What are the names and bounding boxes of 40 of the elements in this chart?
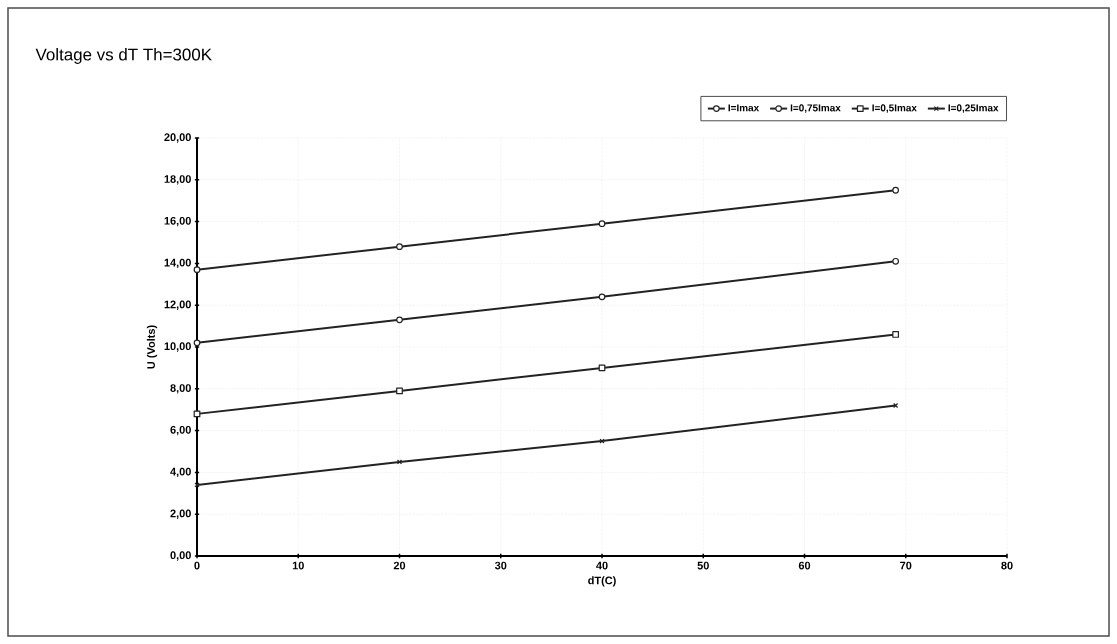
y-tick-label: 20,00 xyxy=(164,133,191,143)
point xyxy=(892,331,900,338)
point xyxy=(892,257,900,265)
y-tick-label: 10,00 xyxy=(164,342,191,352)
point xyxy=(396,459,403,465)
y-tick-label: 12,00 xyxy=(164,300,191,310)
x-axis-title: dT(C) xyxy=(588,576,616,587)
x-tick-label: 0 xyxy=(194,561,200,570)
y-tick-label: 0,00 xyxy=(170,551,191,561)
y-tick-label: 14,00 xyxy=(164,258,191,269)
point xyxy=(193,339,201,347)
legend-label: I=0,5Imax xyxy=(872,104,917,113)
legend-label: I=0,75Imax xyxy=(790,104,841,113)
point xyxy=(193,410,201,418)
x-tick-label: 40 xyxy=(596,561,608,570)
point xyxy=(396,243,403,251)
x-tick-label: 30 xyxy=(494,561,507,570)
y-tick-label: 2,00 xyxy=(170,509,191,519)
x-tick-label: 60 xyxy=(798,561,811,570)
y-tick-label: 6,00 xyxy=(170,425,191,436)
y-tick-label: 18,00 xyxy=(164,175,191,185)
point xyxy=(396,316,403,324)
point xyxy=(598,364,606,372)
point xyxy=(396,387,403,395)
x-tick-label: 50 xyxy=(697,561,709,570)
y-tick-label: 8,00 xyxy=(170,384,191,394)
x-tick-label: 70 xyxy=(900,561,912,570)
x-tick-label: 20 xyxy=(393,561,406,570)
chart-title: Voltage vs dT Th=300K xyxy=(35,48,212,64)
point xyxy=(598,220,606,228)
point xyxy=(193,266,201,274)
y-tick-label: 4,00 xyxy=(170,467,191,478)
point xyxy=(598,293,606,301)
y-axis-title: U (Volts) xyxy=(146,325,158,369)
x-tick-label: 80 xyxy=(1001,561,1013,570)
legend-label: I=0,25Imax xyxy=(948,104,999,113)
y-tick-label: 16,00 xyxy=(164,216,191,227)
x-tick-label: 10 xyxy=(292,561,304,570)
legend-label: I=Imax xyxy=(728,104,760,112)
point xyxy=(892,186,900,194)
